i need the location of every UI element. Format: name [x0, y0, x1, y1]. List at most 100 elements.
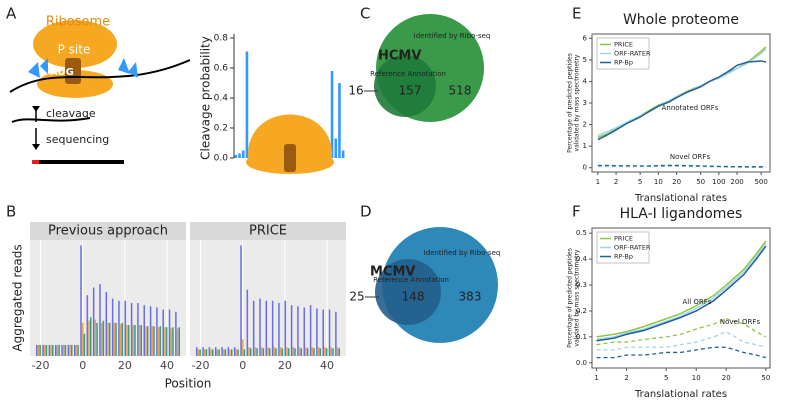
- x-tick-label: 10: [692, 374, 701, 382]
- bar: [94, 319, 97, 356]
- bar: [165, 327, 168, 356]
- bar: [233, 347, 236, 356]
- plot-frame: [591, 227, 771, 369]
- bar: [227, 347, 230, 356]
- bar: [157, 327, 160, 356]
- bar: [143, 305, 146, 356]
- bar: [218, 349, 220, 356]
- bar: [54, 344, 57, 356]
- bar: [252, 300, 255, 356]
- bar: [305, 347, 307, 356]
- bar: [309, 305, 312, 356]
- series-line: [597, 60, 767, 141]
- x-tick-label: 20: [722, 374, 731, 382]
- facet-title: PRICE: [249, 224, 287, 239]
- bar: [202, 347, 204, 356]
- y-tick-label: 0: [583, 164, 587, 172]
- panel-label: F: [572, 203, 581, 221]
- legend-label: RP-Bp: [614, 59, 633, 67]
- chart-title: Whole proteome: [623, 12, 739, 28]
- bar: [214, 347, 217, 356]
- panel-label: A: [6, 5, 17, 23]
- arrowhead: [32, 144, 40, 150]
- series-line-novel: [596, 330, 767, 351]
- bar: [271, 300, 274, 356]
- bar: [149, 306, 152, 356]
- bar: [324, 347, 326, 356]
- x-tick-label: 50: [696, 178, 705, 186]
- bar: [69, 344, 71, 356]
- y-axis-label: Percentage of predicted peptides: [567, 248, 574, 348]
- y-tick-label: 2: [583, 121, 587, 129]
- bar: [203, 349, 206, 356]
- bar: [311, 347, 314, 356]
- bar: [267, 347, 269, 356]
- bar: [205, 349, 208, 356]
- fragment: [11, 117, 91, 123]
- bar: [39, 344, 41, 356]
- bar: [237, 349, 239, 356]
- bar: [216, 349, 219, 356]
- plot-bg: [190, 240, 346, 356]
- read: [32, 160, 124, 164]
- bar: [48, 344, 51, 356]
- bar: [322, 309, 324, 356]
- x-tick-label: 5: [638, 178, 642, 186]
- bar: [234, 155, 238, 158]
- ribosome-label: Ribosome: [46, 15, 110, 30]
- venn-title: MCMV: [370, 265, 415, 280]
- bar: [75, 344, 78, 356]
- bar: [336, 347, 339, 356]
- bar: [145, 326, 147, 356]
- y-tick-label: 0.1: [576, 333, 587, 341]
- y-tick-label: 0.6: [214, 64, 229, 74]
- bar: [178, 327, 181, 356]
- venn-count: 157: [399, 84, 422, 98]
- bar: [67, 344, 70, 356]
- series-line-novel: [597, 164, 766, 168]
- bar: [175, 311, 177, 356]
- bar: [86, 295, 89, 356]
- bar: [137, 302, 139, 356]
- bar: [284, 300, 287, 356]
- series-line-novel: [596, 318, 767, 346]
- codon-label: AUG: [50, 67, 74, 78]
- bar: [241, 150, 245, 158]
- set-label: Identified by Ribo-seq: [414, 32, 491, 40]
- bar: [325, 348, 328, 356]
- bar: [64, 344, 67, 356]
- step-label: cleavage: [46, 107, 96, 120]
- cleavage-site: [28, 62, 40, 78]
- read-end: [32, 160, 39, 164]
- bar: [108, 322, 111, 356]
- bar: [80, 245, 82, 356]
- y-tick-label: 3: [583, 99, 587, 107]
- bar: [119, 323, 122, 356]
- arrowhead: [32, 106, 40, 112]
- bar: [73, 344, 76, 356]
- bar: [238, 153, 241, 158]
- ribosome-overlay: [246, 114, 334, 174]
- y-tick-label: 0.3: [576, 281, 587, 289]
- bar: [335, 311, 337, 356]
- bar: [292, 347, 295, 356]
- panel-label: E: [572, 5, 581, 23]
- bar: [118, 300, 120, 356]
- legend-label: PRICE: [614, 235, 633, 243]
- bar: [172, 327, 174, 356]
- bar: [99, 284, 101, 356]
- annotation: All ORFs: [683, 298, 712, 306]
- venn-count: 25: [349, 290, 364, 304]
- y-tick-label: 0.0: [214, 154, 229, 164]
- bar: [77, 344, 79, 356]
- y-tick-label: 0.2: [214, 124, 228, 134]
- bar: [303, 307, 306, 356]
- set-label: Reference Annotation: [373, 276, 449, 284]
- ribosome-large: [33, 20, 117, 68]
- cleavage-site: [118, 58, 130, 74]
- y-tick-label: 5: [583, 56, 587, 64]
- x-tick-label: 5: [664, 374, 668, 382]
- bar: [140, 325, 143, 356]
- annotation: Novel ORFs: [670, 153, 711, 161]
